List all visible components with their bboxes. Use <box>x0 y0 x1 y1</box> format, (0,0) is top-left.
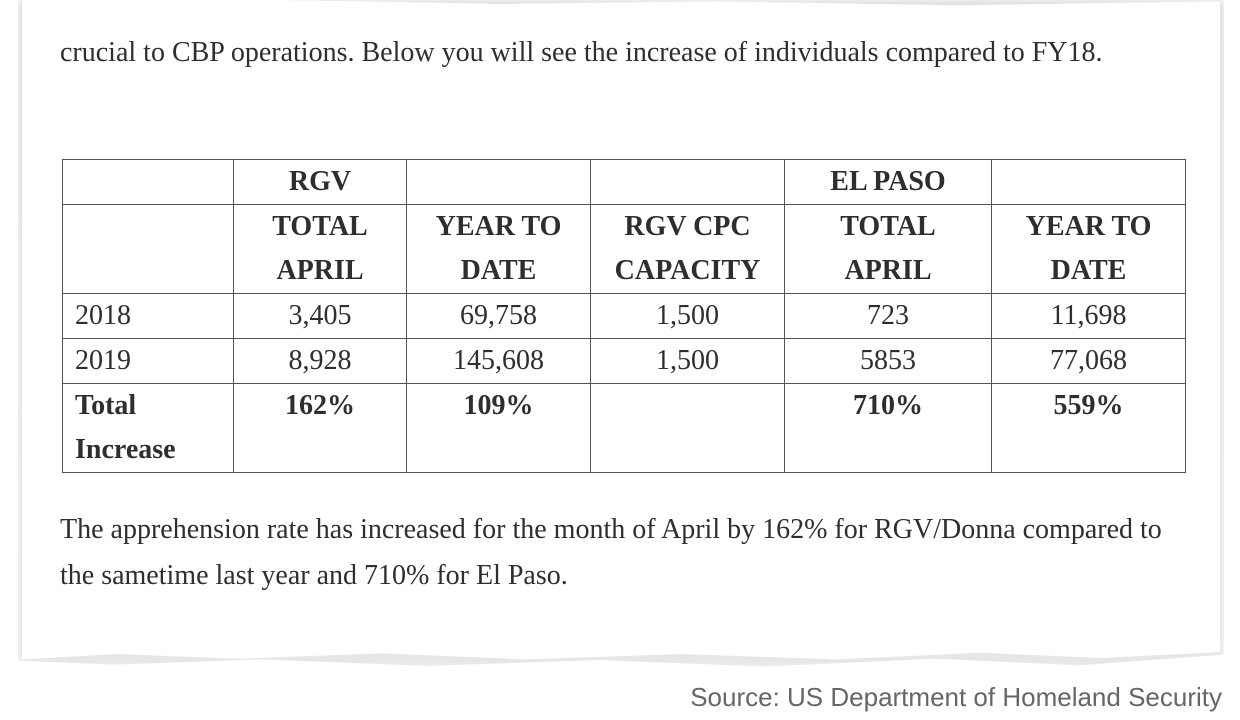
row-label: Total Increase <box>62 383 234 473</box>
column-header-rgv-cpc-capacity: RGV CPC CAPACITY <box>590 204 785 294</box>
row-label: 2019 <box>62 338 234 384</box>
group-header-cell <box>590 159 785 205</box>
table-cell: 11,698 <box>991 293 1186 339</box>
column-header-el-paso-total-april: TOTAL APRIL <box>784 204 992 294</box>
table-cell: 77,068 <box>991 338 1186 384</box>
table-cell: 710% <box>784 383 992 473</box>
column-header-el-paso-year-to-date: YEAR TO DATE <box>991 204 1186 294</box>
group-header-el-paso: EL PASO <box>784 159 992 205</box>
table-cell <box>590 383 785 473</box>
table-column-header-row: TOTAL APRIL YEAR TO DATE RGV CPC CAPACIT… <box>62 204 1186 294</box>
table-cell: 145,608 <box>406 338 591 384</box>
column-header-cell <box>62 204 234 294</box>
column-header-rgv-total-april: TOTAL APRIL <box>233 204 407 294</box>
table-cell: 3,405 <box>233 293 407 339</box>
table-cell: 559% <box>991 383 1186 473</box>
table-row-2018: 2018 3,405 69,758 1,500 723 11,698 <box>62 293 1186 339</box>
group-header-cell <box>62 159 234 205</box>
table-cell: 162% <box>233 383 407 473</box>
table-cell: 5853 <box>784 338 992 384</box>
table-group-header-row: RGV EL PASO <box>62 159 1186 205</box>
table-cell: 1,500 <box>590 338 785 384</box>
table-cell: 109% <box>406 383 591 473</box>
group-header-cell <box>991 159 1186 205</box>
table-cell: 723 <box>784 293 992 339</box>
source-caption: Source: US Department of Homeland Securi… <box>690 682 1222 712</box>
table-row-total-increase: Total Increase 162% 109% 710% 559% <box>62 383 1186 473</box>
column-header-rgv-year-to-date: YEAR TO DATE <box>406 204 591 294</box>
table-cell: 69,758 <box>406 293 591 339</box>
row-label: 2018 <box>62 293 234 339</box>
group-header-cell <box>406 159 591 205</box>
table-cell: 8,928 <box>233 338 407 384</box>
intro-paragraph: crucial to CBP operations. Below you wil… <box>60 37 1103 68</box>
apprehension-table: RGV EL PASO TOTAL APRIL YEAR TO DATE RGV… <box>62 159 1186 473</box>
summary-paragraph: The apprehension rate has increased for … <box>60 514 1162 591</box>
group-header-rgv: RGV <box>233 159 407 205</box>
table-row-2019: 2019 8,928 145,608 1,500 5853 77,068 <box>62 338 1186 384</box>
table-cell: 1,500 <box>590 293 785 339</box>
